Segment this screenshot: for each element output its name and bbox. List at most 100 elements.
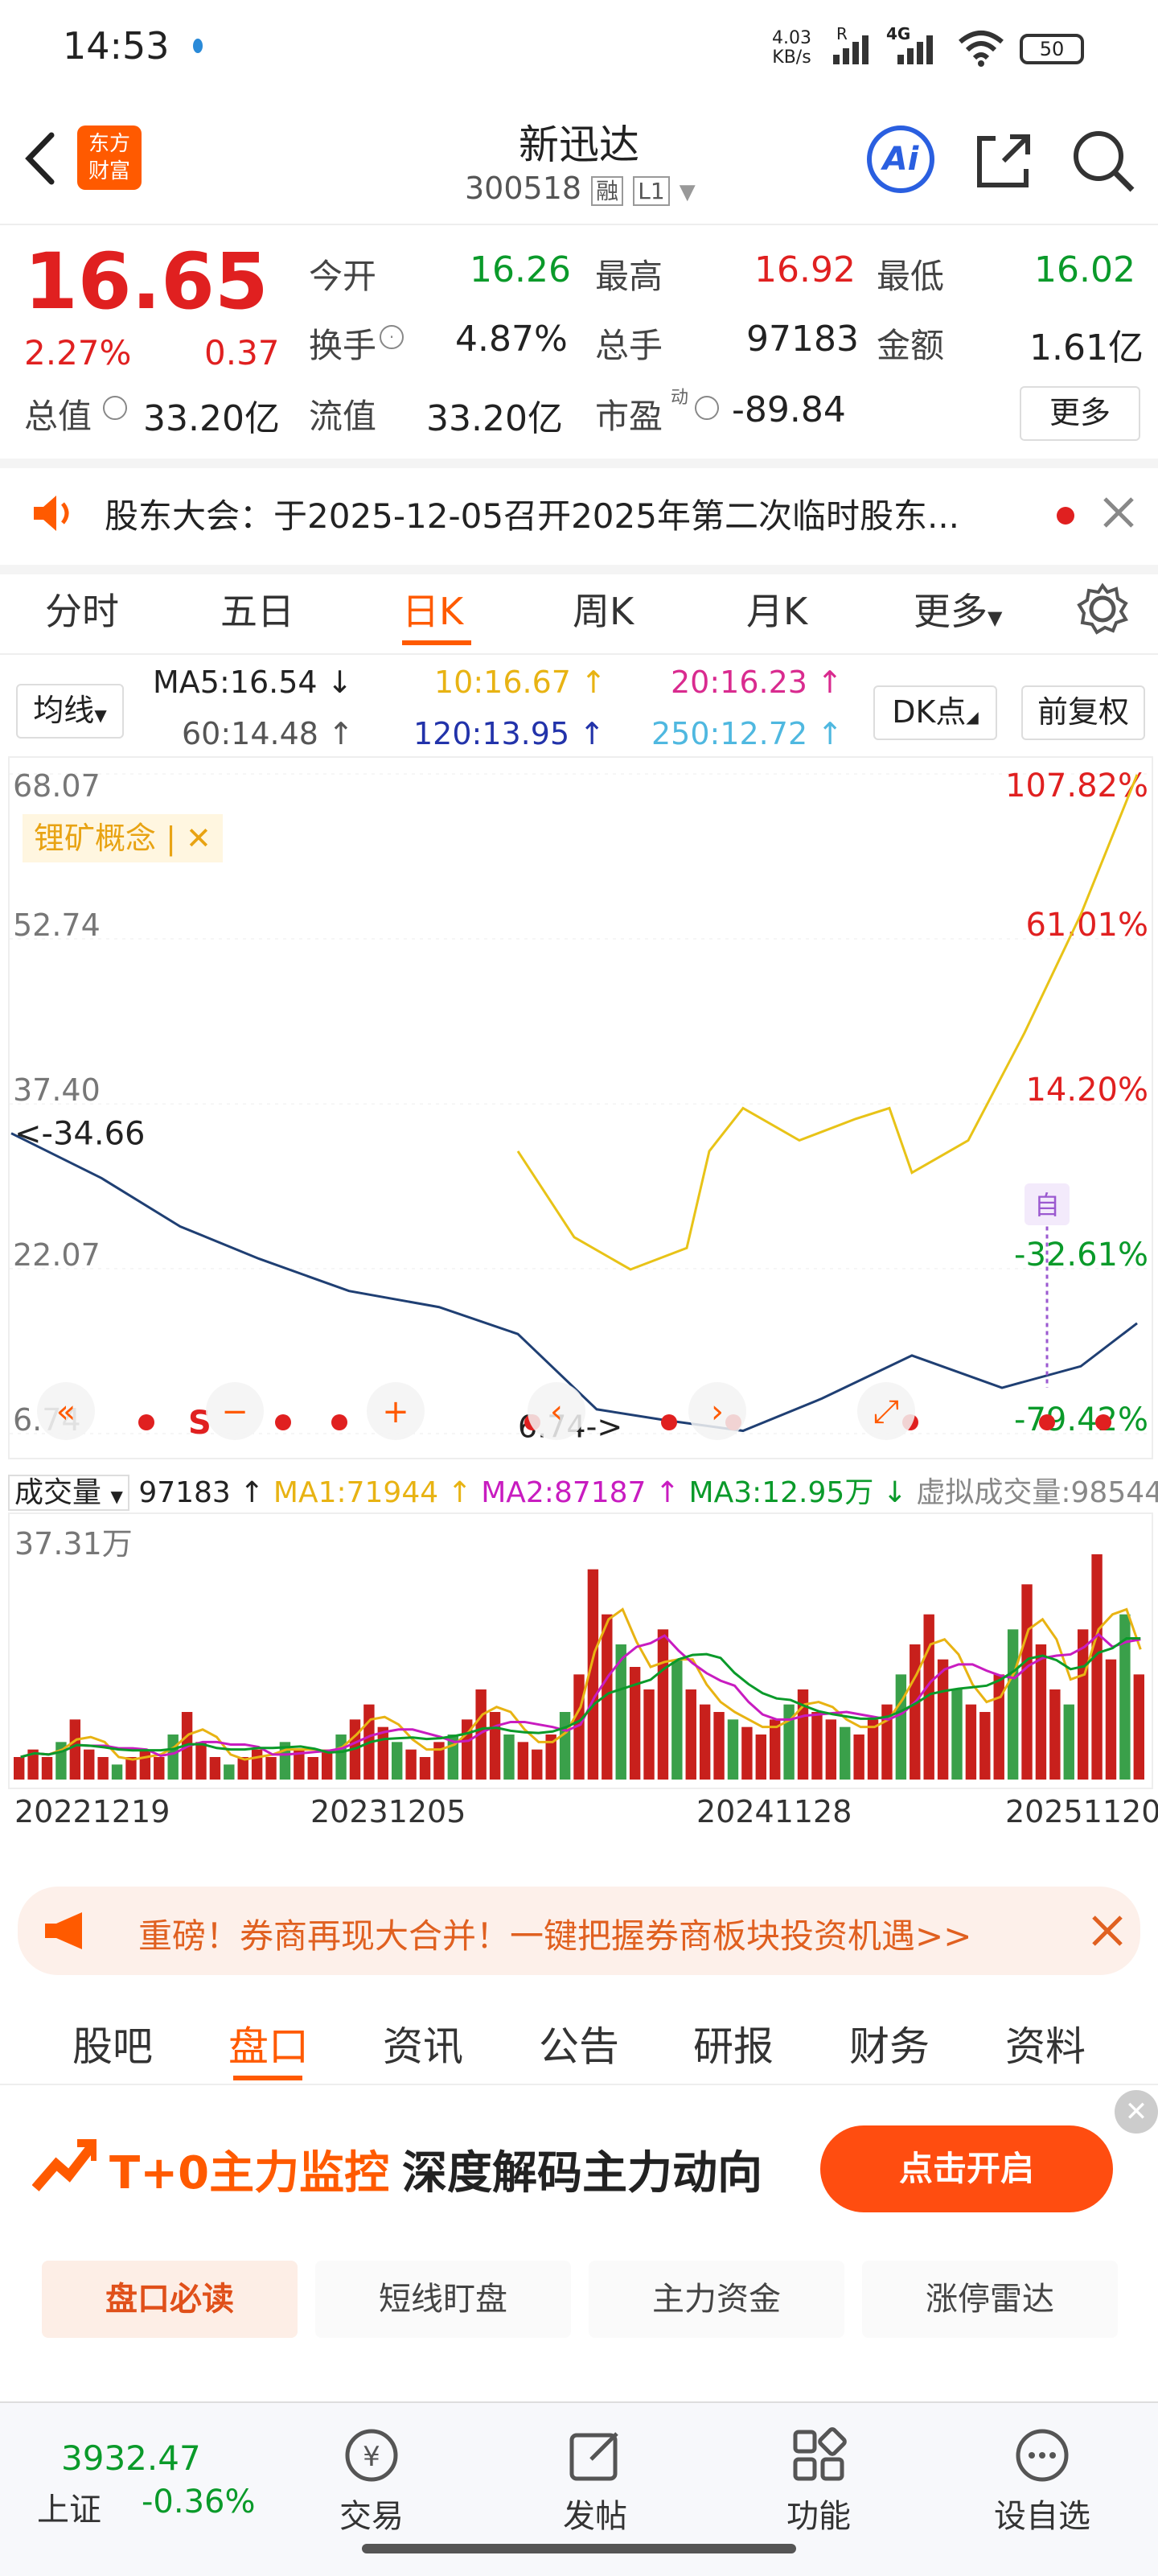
gear-icon[interactable] [1074,581,1131,637]
tab-profile[interactable]: 资料 [1005,2023,1086,2070]
chart-control-button [528,1382,585,1440]
adjust-button[interactable]: 前复权 [1021,685,1145,740]
close-icon[interactable] [1098,492,1139,533]
change-value: 0.37 [204,333,280,372]
promo-banner[interactable]: 重磅！券商再现大合并！一键把握券商板块投资机遇>> [18,1887,1140,1975]
info-icon[interactable]: · [380,325,404,349]
tab-finance[interactable]: 财务 [849,2023,930,2070]
chevron-down-icon[interactable]: ▼ [679,180,696,204]
active-tab-indicator [233,2076,302,2080]
index-value[interactable]: 3932.47 [61,2438,201,2478]
dk-button[interactable]: DK点◢ [873,685,997,740]
search-icon[interactable] [1070,127,1137,195]
concept-tag[interactable]: 锂矿概念 | ✕ [23,814,223,862]
tab-monthly-k[interactable]: 月K [746,590,808,633]
subtab-short-watch[interactable]: 短线盯盘 [315,2261,571,2338]
add-watchlist-button[interactable]: 设自选 [962,2427,1123,2537]
back-icon[interactable] [21,130,61,187]
close-icon[interactable]: ✕ [185,821,211,856]
top-nav: 东方 财富 新迅达 300518 融 L1 ▼ Ai [0,97,1158,225]
tab-more[interactable]: 更多▼ [914,590,1003,633]
ma250-value: 250:12.72 ↑ [651,716,844,751]
index-name[interactable]: 上证 [37,2492,101,2529]
ma-selector[interactable]: 均线▼ [16,684,124,739]
volume-bar [433,1742,445,1780]
chart-control-icon: ⤢ [873,1393,899,1430]
close-icon[interactable] [1087,1911,1127,1951]
active-tab-indicator [402,640,471,645]
content-tabs: 股吧 盘口 资讯 公告 研报 财务 资料 [0,1995,1158,2085]
xtick-label: 20231205 [310,1794,466,1829]
volume-header: 成交量 ▼ 97183 ↑ MA1:71944 ↑ MA2:87187 ↑ MA… [8,1469,1158,1511]
volume-chart[interactable]: 37.31万 [8,1512,1153,1789]
notice-bar[interactable]: 股东大会：于2025-12-05召开2025年第二次临时股东... [0,459,1158,574]
orderbook-subtabs: 盘口必读 短线盯盘 主力资金 涨停雷达 [0,2261,1158,2341]
signal-dot [275,1414,291,1430]
stock-name: 新迅达 [519,121,639,168]
xtick-label: 20251120 [1005,1794,1158,1829]
functions-button[interactable]: 功能 [738,2427,899,2537]
right-pct-label: -79.42% [1014,1401,1148,1438]
net-speed-unit: KB/s [772,47,811,68]
trade-button[interactable]: ¥ 交易 [291,2427,452,2537]
tab-five-day[interactable]: 五日 [220,590,294,633]
volume-bar [699,1704,711,1780]
tab-daily-k[interactable]: 日K [402,590,464,633]
xtick-label: 20241128 [696,1794,852,1829]
pe-value: -89.84 [732,389,846,430]
post-button[interactable]: 发帖 [515,2427,676,2537]
close-icon[interactable]: ✕ [1115,2090,1158,2134]
tab-forum[interactable]: 股吧 [72,2023,153,2070]
volume-bar [602,1614,613,1780]
self-marker-box [1025,1183,1070,1226]
volume-bar [545,1734,556,1780]
volume-bar [657,1629,669,1780]
monitor-promo[interactable]: T+0主力监控 深度解码主力动向 点击开启 ✕ [0,2090,1158,2235]
signal-4g-icon [885,31,941,66]
float-value: 33.20亿 [426,398,563,439]
share-icon[interactable] [971,129,1036,193]
volume-bar [405,1749,417,1780]
volume-ma-line [20,1632,1141,1759]
volume-bar [1063,1704,1074,1780]
kline-chart[interactable]: 68.07 107.82% 52.74 61.01% 37.40 14.20% 22.07 -… [8,756,1153,1459]
signal-dot [138,1414,154,1430]
signal-label: R [836,24,848,43]
volume-bar [532,1749,543,1780]
bottom-bar: 3932.47 上证 -0.36% ¥ 交易 发帖 功能 设自选 [0,2401,1158,2576]
tab-orderbook[interactable]: 盘口 [228,2023,309,2070]
info-icon[interactable] [695,396,719,420]
ma20-value: 20:16.23 ↑ [671,665,843,700]
volume-bar [111,1764,123,1780]
chart-control-button [37,1382,95,1440]
high-label: 最高 [595,257,663,296]
stock-code: 300518 融 L1 ▼ [465,171,696,206]
subtab-must-read[interactable]: 盘口必读 [42,2261,298,2338]
volume-bar [615,1644,626,1780]
float-label: 流值 [309,397,377,436]
subtab-limit-radar[interactable]: 涨停雷达 [862,2261,1118,2338]
tab-news[interactable]: 资讯 [383,2023,463,2070]
tab-weekly-k[interactable]: 周K [573,590,634,633]
volume-bar [993,1674,1004,1780]
volume-bar [224,1764,235,1780]
volume-bar [727,1719,739,1780]
ai-button[interactable]: Ai [867,126,934,193]
more-button[interactable]: 更多 [1020,386,1140,441]
quote-panel: 16.65 2.27% 0.37 今开 16.26 最高 16.92 最低 16… [0,225,1158,459]
low-value: 16.02 [1034,249,1135,290]
tab-research[interactable]: 研报 [693,2023,774,2070]
volume-bar [419,1757,431,1780]
tab-intraday[interactable]: 分时 [45,590,119,633]
promo-open-button[interactable]: 点击开启 [820,2125,1113,2212]
info-icon[interactable] [103,396,127,420]
right-pct-label: 107.82% [1005,767,1148,804]
volume-selector[interactable]: 成交量 ▼ [8,1475,129,1511]
right-pct-label: -32.61% [1014,1237,1148,1274]
volume-bar [307,1757,318,1780]
index-change[interactable]: -0.36% [142,2483,256,2520]
vol-ma1: MA1:71944 ↑ [273,1476,472,1509]
tab-announcements[interactable]: 公告 [539,2023,619,2070]
subtab-main-funds[interactable]: 主力资金 [589,2261,844,2338]
volume-bar [195,1742,207,1780]
